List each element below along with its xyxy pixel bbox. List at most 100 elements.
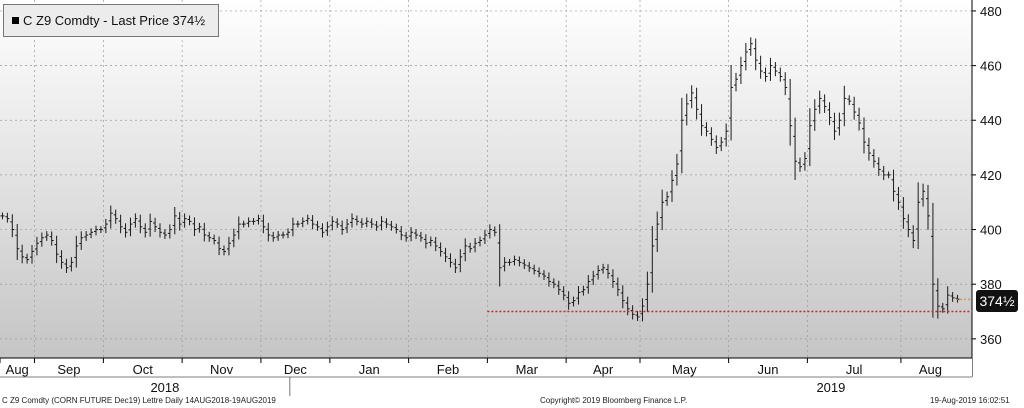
ohlc-bar	[251, 217, 256, 225]
y-tick-label: 400	[980, 223, 1002, 238]
ohlc-bar	[798, 157, 802, 172]
ohlc-bar	[458, 249, 463, 273]
x-tick-label: May	[672, 362, 697, 377]
ohlc-bar	[571, 296, 576, 307]
ohlc-bar	[158, 223, 162, 238]
ohlc-bar	[423, 234, 428, 249]
ohlc-bar	[615, 277, 620, 297]
ohlc-bar	[310, 215, 315, 230]
ohlc-bar	[537, 267, 542, 278]
ohlc-bar	[286, 228, 290, 239]
ohlc-bar	[522, 259, 527, 270]
x-tick-label: Jan	[359, 362, 380, 377]
ohlc-bar	[153, 217, 158, 233]
ohlc-bar	[837, 112, 842, 136]
ohlc-bar	[714, 135, 719, 154]
ohlc-bar	[207, 231, 212, 242]
ohlc-bar	[635, 311, 640, 321]
ohlc-bar	[359, 218, 364, 229]
ohlc-bar	[724, 123, 729, 147]
x-tick-label: Jul	[846, 362, 863, 377]
ohlc-bar	[167, 224, 172, 239]
ohlc-bar	[94, 225, 98, 236]
ohlc-bar	[763, 67, 768, 82]
ohlc-bar	[655, 211, 660, 252]
ohlc-bar	[901, 197, 906, 229]
ohlc-bar	[601, 263, 606, 274]
footer-copyright: Copyright© 2019 Bloomberg Finance L.P.	[540, 396, 688, 405]
ohlc-bar	[226, 236, 231, 256]
ohlc-bar	[172, 207, 177, 235]
ohlc-bar	[0, 212, 5, 220]
ohlc-bar	[453, 258, 458, 274]
ohlc-bar	[468, 242, 473, 253]
ohlc-bar	[832, 112, 837, 141]
ohlc-bar	[699, 104, 704, 136]
ohlc-bar	[596, 265, 601, 280]
ohlc-bar	[182, 213, 187, 228]
ohlc-bar	[670, 170, 674, 202]
ohlc-bar	[399, 226, 404, 241]
ohlc-bar	[448, 253, 453, 268]
ohlc-bar	[482, 229, 487, 245]
ohlc-bar	[812, 99, 817, 131]
ohlc-bar	[428, 236, 433, 247]
ohlc-bar	[778, 67, 783, 82]
ohlc-bar	[842, 85, 847, 127]
ohlc-bar	[473, 238, 478, 253]
ohlc-bar	[374, 220, 379, 231]
ohlc-bar	[502, 257, 507, 272]
ohlc-bar	[389, 220, 394, 231]
ohlc-bar	[911, 225, 916, 249]
ohlc-bar	[315, 220, 320, 231]
ohlc-bar	[369, 218, 374, 229]
ohlc-bar	[783, 72, 788, 96]
ohlc-bar	[330, 216, 335, 231]
ohlc-bar	[768, 57, 773, 81]
ohlc-bar	[340, 220, 345, 235]
ohlc-bar	[241, 220, 246, 228]
ohlc-bar	[74, 235, 79, 268]
ohlc-bar	[793, 117, 798, 180]
ohlc-bar	[364, 217, 369, 228]
y-tick-label: 420	[980, 168, 1002, 183]
ohlc-bar	[694, 87, 699, 120]
ohlc-bar	[54, 235, 59, 264]
ohlc-bar	[5, 212, 10, 223]
ohlc-bar	[25, 253, 30, 264]
ohlc-bar	[556, 280, 561, 295]
ohlc-bar	[443, 247, 448, 263]
ohlc-bar	[463, 238, 468, 262]
ohlc-bar	[546, 272, 551, 287]
x-tick-label: Sep	[57, 362, 80, 377]
y-tick-label: 360	[980, 332, 1002, 347]
ohlc-bar	[384, 218, 389, 229]
ohlc-bar	[532, 264, 537, 275]
x-tick-label: Jun	[758, 362, 779, 377]
ohlc-bar	[852, 96, 857, 120]
ohlc-bar	[886, 171, 891, 179]
ohlc-bar	[684, 93, 689, 126]
ohlc-bar	[128, 217, 133, 237]
ohlc-bar	[10, 214, 15, 238]
ohlc-bar	[478, 236, 482, 247]
ohlc-bar	[409, 227, 414, 242]
ohlc-bar	[433, 236, 438, 252]
ohlc-bar	[945, 286, 950, 314]
ohlc-bar	[689, 85, 694, 109]
x-tick-label: Oct	[133, 362, 154, 377]
ohlc-bar	[827, 102, 832, 126]
ohlc-bar	[738, 56, 743, 85]
ohlc-bar	[325, 221, 330, 236]
ohlc-bar	[64, 258, 69, 274]
ohlc-bar	[222, 245, 226, 256]
ohlc-bar	[492, 226, 497, 237]
ohlc-bar	[729, 65, 734, 141]
ohlc-bar	[354, 215, 359, 226]
ohlc-bar	[926, 184, 930, 230]
ohlc-bar	[950, 292, 955, 302]
ohlc-bar	[197, 222, 202, 233]
ohlc-bar	[881, 165, 886, 181]
ohlc-bar	[773, 62, 778, 77]
ohlc-bar	[620, 285, 625, 309]
